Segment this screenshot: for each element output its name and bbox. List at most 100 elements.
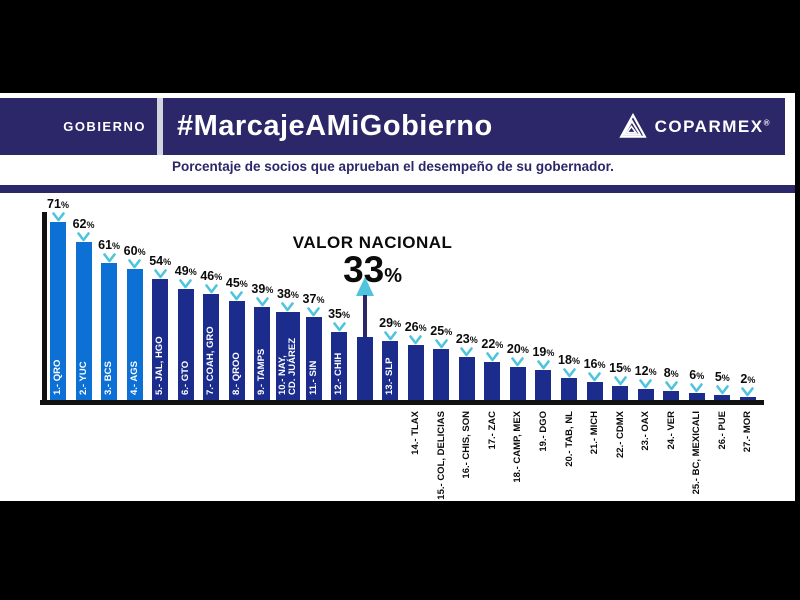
brand-name: COPARMEX®	[654, 116, 771, 136]
bar-state-label: 12.- CHIH	[333, 352, 345, 395]
bar-value-label: 5%	[714, 370, 730, 384]
chevron-down-icon	[102, 250, 116, 263]
axis-state-label: 26.- PUE	[716, 411, 728, 450]
national-arrow-stem	[362, 295, 367, 337]
chevron-down-icon	[128, 256, 141, 269]
national-arrow-up-icon	[355, 277, 374, 296]
chevron-down-icon	[511, 354, 525, 367]
bar-value-label: 45%	[225, 276, 248, 290]
chevron-down-icon	[307, 304, 320, 317]
bar	[228, 301, 245, 400]
bar-value-label: 71%	[47, 197, 69, 211]
bar	[433, 349, 450, 400]
bar-value-label: 15%	[609, 361, 632, 375]
bar-value-label: 20%	[506, 342, 529, 356]
bar-state-label: 5.- JAL, HGO	[154, 336, 166, 395]
bar-value-label: 18%	[558, 353, 580, 367]
chevron-down-icon	[613, 373, 627, 386]
bar	[612, 386, 629, 400]
national-annotation-value: 33%	[343, 249, 403, 290]
bar-value-label: 35%	[328, 307, 350, 321]
chevron-down-icon	[153, 266, 167, 279]
chart-subtitle: Porcentaje de socios que aprueban el des…	[172, 159, 614, 174]
bar	[75, 242, 92, 400]
chevron-down-icon	[230, 288, 244, 301]
bar	[203, 294, 220, 400]
bar	[407, 345, 424, 400]
infographic-slide: GOBIERNO #MarcajeAMiGobierno COPARMEX® P…	[0, 93, 795, 501]
bar-value-label: 38%	[276, 287, 299, 301]
bar	[152, 279, 169, 400]
bar-state-label: 8.- QROO	[230, 352, 242, 395]
chevron-down-icon	[690, 380, 704, 393]
axis-state-label: 21.- MICH	[589, 411, 601, 455]
title-block: #MarcajeAMiGobierno COPARMEX®	[163, 98, 785, 155]
chevron-down-icon	[204, 281, 218, 294]
bar	[275, 312, 300, 400]
bar-value-label: 19%	[532, 345, 555, 359]
bar-value-label: 60%	[123, 244, 146, 258]
bar-value-label: 49%	[174, 264, 197, 278]
bar	[739, 397, 756, 400]
brand-lockup: COPARMEX®	[618, 112, 771, 141]
page-title: #MarcajeAMiGobierno	[177, 110, 493, 142]
chevron-down-icon	[486, 349, 499, 362]
bar-value-label: 23%	[455, 332, 478, 346]
bar-state-label: 2.- YUC	[77, 361, 89, 395]
bar-state-label: 3.- BCS	[103, 361, 115, 395]
bar-value-label: 46%	[200, 269, 223, 283]
chevron-down-icon	[562, 365, 576, 378]
chevron-down-icon	[179, 276, 193, 289]
header-band: GOBIERNO #MarcajeAMiGobierno COPARMEX®	[0, 98, 785, 155]
chevron-down-icon	[537, 357, 550, 370]
bar-value-label: 62%	[72, 217, 95, 231]
bar-state-label: 7.- COAH, GRO	[205, 326, 217, 395]
bar-state-label: 1.- QRO	[52, 359, 63, 395]
chevron-down-icon	[741, 384, 755, 397]
bar-state-label: 11.- SIN	[307, 360, 319, 395]
bar-state-label: 10.- NAY, CD. JUÁREZ	[276, 337, 298, 395]
axis-state-label: 18.- CAMP, MEX	[512, 411, 524, 483]
axis-state-label: 15.- COL, DELICIAS	[435, 411, 447, 500]
registered-mark: ®	[763, 117, 771, 127]
bar	[356, 337, 373, 400]
bar-value-label: 37%	[302, 292, 325, 306]
bar-value-label: 22%	[481, 337, 504, 351]
bar-state-label: 6.- GTO	[179, 360, 191, 395]
axis-state-label: 16.- CHIS, SON	[461, 411, 473, 479]
bar-value-label: 26%	[404, 320, 427, 334]
bar	[688, 393, 705, 400]
chevron-down-icon	[715, 382, 729, 395]
bar-value-label: 8%	[663, 366, 679, 380]
axis-state-label: 19.- DGO	[537, 411, 549, 452]
chevron-down-icon	[281, 299, 295, 312]
national-annotation-title: VALOR NACIONAL	[292, 233, 453, 252]
axis-state-label: 24.- VER	[665, 411, 677, 450]
chevron-down-icon	[639, 376, 652, 389]
chevron-down-icon	[51, 209, 65, 222]
bar	[50, 222, 66, 400]
bar	[177, 289, 194, 400]
bar	[484, 362, 501, 400]
chevron-down-icon	[460, 344, 474, 357]
axis-state-label: 22.- CDMX	[614, 411, 626, 458]
bar-state-label: 9.- TAMPS	[256, 348, 268, 395]
bar-state-label: 4.- AGS	[128, 361, 140, 395]
bar-value-label: 39%	[251, 282, 274, 296]
axis-state-label: 17.- ZAC	[486, 411, 498, 450]
bar-value-label: 2%	[740, 372, 756, 386]
bar-value-label: 6%	[689, 368, 705, 382]
y-axis-line	[42, 212, 47, 405]
chevron-down-icon	[383, 328, 397, 341]
bar-value-label: 29%	[379, 316, 402, 330]
chevron-down-icon	[332, 319, 346, 332]
section-label: GOBIERNO	[63, 119, 146, 134]
bar	[305, 317, 322, 400]
axis-state-label: 20.- TAB, NL	[563, 411, 575, 467]
bar-value-label: 61%	[98, 238, 121, 252]
axis-state-label: 14.- TLAX	[410, 411, 422, 455]
axis-state-label: 25.- BC, MEXICALI	[691, 411, 703, 495]
bar	[637, 389, 654, 400]
bar	[458, 357, 475, 400]
